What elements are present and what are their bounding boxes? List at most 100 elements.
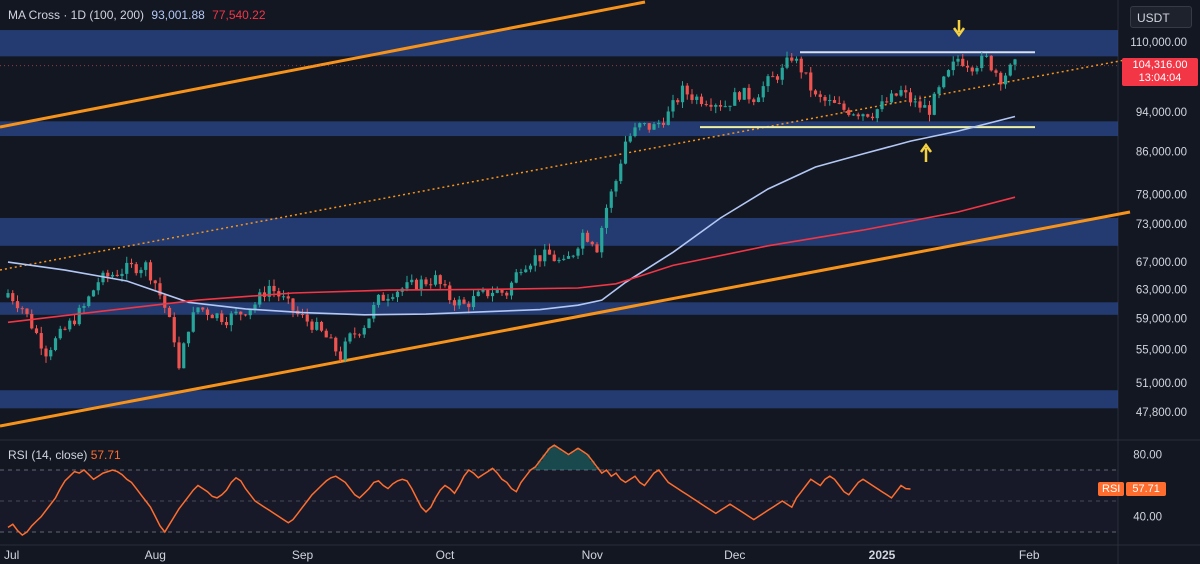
- candle-body: [58, 328, 62, 339]
- candle: [894, 93, 898, 97]
- candle: [148, 259, 153, 285]
- candle-body: [495, 290, 499, 293]
- candle: [96, 277, 100, 295]
- candle-body: [25, 308, 29, 314]
- candle-body: [87, 296, 91, 307]
- candle-body: [690, 94, 694, 100]
- candle-body: [291, 298, 295, 311]
- candle-body: [823, 96, 827, 101]
- candle-body: [595, 244, 599, 253]
- candle: [794, 56, 799, 64]
- candle: [984, 53, 989, 58]
- candle-body: [714, 105, 718, 107]
- candle: [291, 297, 295, 318]
- candle-body: [391, 297, 395, 299]
- time-tick-label: Jul: [4, 548, 19, 562]
- candles: [6, 51, 1017, 370]
- candle: [704, 100, 708, 107]
- channel-lower-line: [0, 210, 1131, 428]
- candle: [780, 63, 784, 85]
- candle: [191, 306, 195, 333]
- candle-body: [908, 92, 913, 103]
- sr-zone-4: [0, 390, 1118, 409]
- candle: [690, 89, 694, 104]
- candle: [994, 68, 998, 77]
- candle-body: [110, 274, 115, 277]
- candle: [999, 71, 1003, 91]
- candle: [970, 66, 974, 76]
- candle-body: [39, 333, 43, 349]
- candle-body: [348, 333, 352, 342]
- candle: [609, 189, 613, 213]
- candle-body: [258, 292, 262, 305]
- candle-body: [210, 314, 214, 319]
- candle-body: [790, 57, 794, 61]
- candle-body: [647, 123, 651, 130]
- candle-body: [799, 58, 803, 73]
- candle-body: [794, 58, 799, 61]
- candle-body: [448, 285, 452, 301]
- candle-body: [946, 70, 951, 77]
- candle-body: [528, 265, 533, 270]
- candle-body: [15, 301, 20, 309]
- candle: [799, 56, 803, 79]
- candle-body: [899, 90, 903, 96]
- candle: [975, 65, 979, 75]
- candle-body: [676, 100, 680, 103]
- sr-zone-2: [0, 217, 1118, 246]
- candle-body: [951, 61, 955, 71]
- candle: [804, 72, 808, 75]
- candle-body: [813, 90, 818, 95]
- candle-body: [239, 311, 243, 315]
- candle-body: [305, 314, 309, 322]
- candle-body: [11, 293, 15, 302]
- candle: [699, 93, 704, 107]
- candle: [581, 229, 585, 255]
- candle-body: [875, 109, 879, 119]
- candle-body: [234, 311, 238, 314]
- candle-body: [267, 285, 271, 297]
- candle: [448, 281, 452, 304]
- candle: [543, 244, 547, 267]
- rsi-title: RSI (14, close): [8, 448, 88, 462]
- candle-body: [405, 282, 409, 289]
- candle-body: [362, 327, 366, 335]
- candle: [666, 106, 670, 126]
- ma100-value: 93,001.88: [151, 8, 205, 22]
- candle-body: [329, 337, 333, 339]
- candle: [633, 122, 637, 138]
- currency-selector[interactable]: USDT: [1130, 6, 1192, 28]
- candle-body: [452, 300, 457, 306]
- candle-body: [224, 322, 229, 326]
- rsi-tick-label: 40.00: [1133, 512, 1162, 524]
- candle-body: [999, 72, 1003, 85]
- candle: [851, 113, 856, 116]
- candle-body: [191, 312, 195, 332]
- candle-body: [410, 279, 414, 283]
- time-tick-label: 2025: [869, 548, 896, 562]
- candle: [167, 306, 172, 318]
- candle: [942, 75, 946, 89]
- candle: [243, 313, 248, 317]
- candle-body: [433, 275, 438, 285]
- candle: [139, 267, 143, 278]
- candle: [737, 90, 742, 102]
- candle-body: [419, 279, 423, 290]
- candle: [913, 95, 917, 108]
- candle: [733, 87, 737, 106]
- candle: [210, 313, 214, 319]
- candle-body: [63, 328, 67, 330]
- candle-body: [894, 93, 898, 96]
- candle: [391, 293, 395, 301]
- candle-body: [134, 264, 138, 274]
- candle-body: [747, 87, 751, 100]
- candle-body: [856, 114, 860, 117]
- candle: [334, 336, 338, 356]
- candle-body: [310, 321, 314, 330]
- candle-body: [628, 136, 632, 142]
- candle: [923, 98, 927, 108]
- rsi-last-tag: RSI 57.71: [1098, 481, 1166, 497]
- candle-body: [376, 294, 381, 305]
- rsi-tick-label: 80.00: [1133, 450, 1162, 462]
- candle-body: [699, 96, 704, 105]
